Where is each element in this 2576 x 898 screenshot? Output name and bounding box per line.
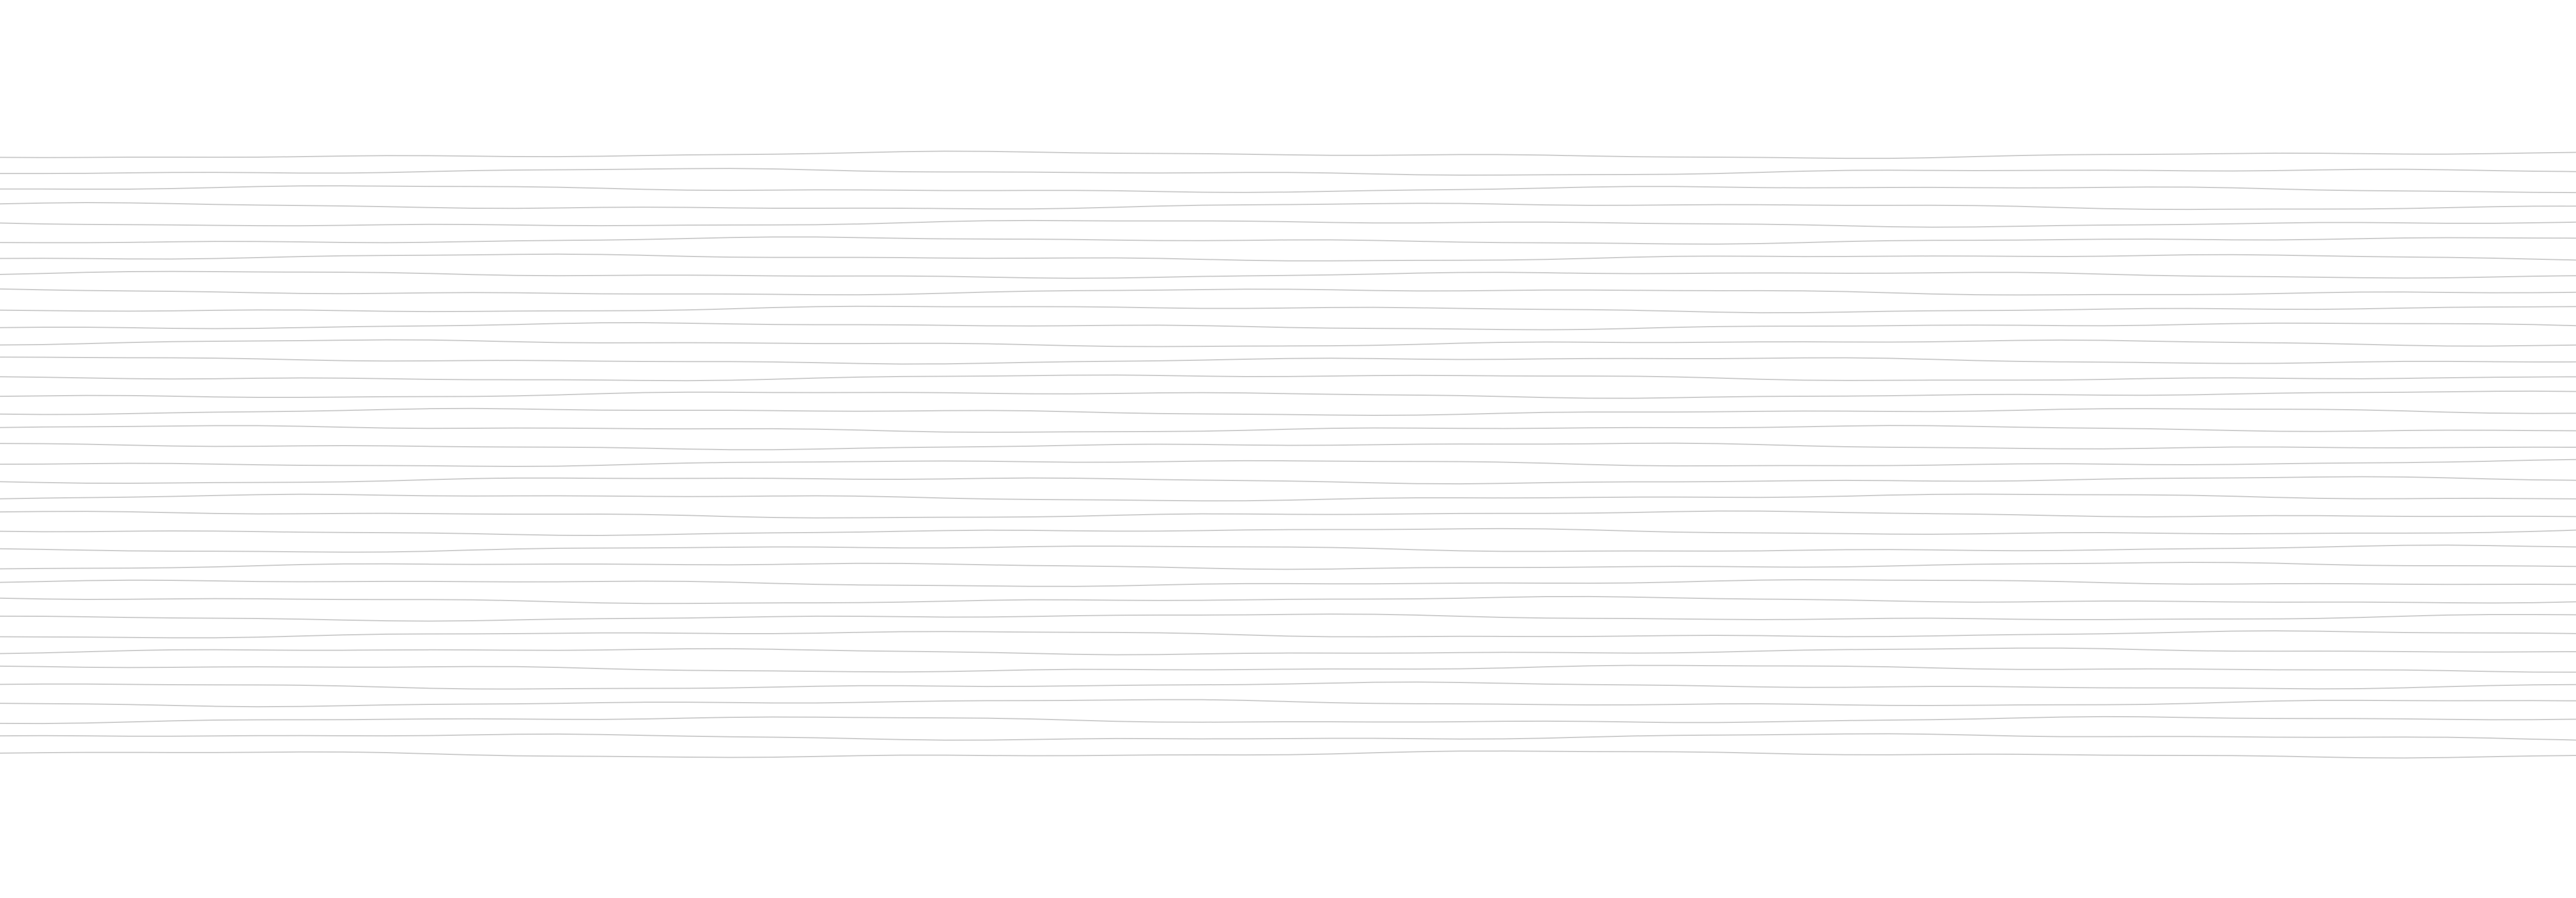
- wavy-line: [0, 185, 2576, 194]
- wavy-line: [0, 271, 2576, 279]
- wavy-line: [0, 288, 2576, 296]
- wavy-line: [0, 647, 2576, 656]
- wavy-line: [0, 305, 2576, 314]
- wavy-line: [0, 236, 2576, 245]
- wavy-line: [0, 733, 2576, 741]
- wavy-line: [0, 562, 2576, 570]
- wavy-line: [0, 595, 2576, 604]
- wavy-line: [0, 356, 2576, 365]
- wavy-line: [0, 219, 2576, 228]
- wavy-line: [0, 665, 2576, 673]
- wavy-line: [0, 493, 2576, 502]
- wavy-line: [0, 168, 2576, 176]
- wavy-line: [0, 476, 2576, 485]
- wavy-line: [0, 716, 2576, 725]
- wavy-line: [0, 681, 2576, 690]
- wavy-line: [0, 544, 2576, 553]
- wavy-line: [0, 699, 2576, 708]
- wavy-line: [0, 339, 2576, 347]
- wavy-line: [0, 510, 2576, 519]
- wavy-line: [0, 459, 2576, 468]
- wavy-line: [0, 630, 2576, 639]
- wavy-line: [0, 528, 2576, 537]
- wavy-line: [0, 613, 2576, 622]
- wavy-line: [0, 425, 2576, 433]
- wavy-line: [0, 390, 2576, 399]
- wavy-line: [0, 407, 2576, 416]
- wavy-line: [0, 253, 2576, 262]
- wavy-line: [0, 374, 2576, 382]
- wavy-line: [0, 579, 2576, 587]
- wavy-line: [0, 150, 2576, 159]
- wavy-line: [0, 750, 2576, 759]
- wavy-line: [0, 442, 2576, 451]
- wavy-line: [0, 322, 2576, 331]
- wavy-line: [0, 202, 2576, 210]
